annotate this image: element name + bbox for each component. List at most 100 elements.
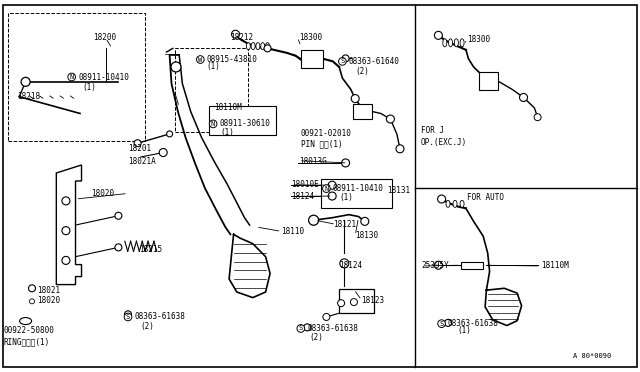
Text: 18021A: 18021A	[128, 157, 156, 166]
Ellipse shape	[443, 39, 447, 47]
Text: N: N	[324, 186, 328, 192]
Circle shape	[435, 261, 442, 269]
Circle shape	[115, 212, 122, 219]
Bar	[479, 72, 498, 90]
Ellipse shape	[20, 318, 31, 324]
Text: S: S	[126, 314, 130, 320]
Bar	[339, 289, 374, 313]
Ellipse shape	[460, 39, 464, 47]
Circle shape	[159, 148, 167, 157]
Circle shape	[264, 45, 271, 52]
Bar	[175, 48, 248, 132]
Circle shape	[438, 195, 445, 203]
Circle shape	[29, 285, 35, 292]
Text: 08911-10410: 08911-10410	[78, 73, 129, 81]
Ellipse shape	[446, 201, 450, 207]
Bar	[8, 13, 145, 141]
Ellipse shape	[260, 43, 265, 49]
Text: 18212: 18212	[230, 33, 253, 42]
Text: 18300: 18300	[467, 35, 490, 44]
Circle shape	[342, 55, 349, 62]
Text: 08911-30610: 08911-30610	[220, 119, 270, 128]
Circle shape	[29, 299, 35, 304]
Text: RINGリング(1): RINGリング(1)	[3, 338, 49, 347]
Text: 18130: 18130	[355, 231, 378, 240]
Text: 08363-61638: 08363-61638	[134, 312, 185, 321]
Text: PIN ピン(1): PIN ピン(1)	[301, 140, 342, 149]
Text: 08363-61638: 08363-61638	[448, 319, 499, 328]
Circle shape	[534, 114, 541, 121]
Circle shape	[21, 77, 30, 86]
Ellipse shape	[266, 43, 269, 49]
Text: FOR AUTO: FOR AUTO	[467, 193, 504, 202]
Text: 08911-10410: 08911-10410	[333, 184, 383, 193]
Text: 00921-02010: 00921-02010	[301, 129, 351, 138]
Circle shape	[328, 192, 336, 200]
Text: 18218: 18218	[17, 92, 40, 101]
Circle shape	[134, 140, 141, 147]
Text: (1): (1)	[207, 62, 221, 71]
Circle shape	[62, 227, 70, 235]
Bar	[301, 50, 323, 68]
Text: (2): (2)	[141, 322, 155, 331]
Text: 18110: 18110	[282, 227, 305, 236]
Circle shape	[62, 197, 70, 205]
Text: (1): (1)	[458, 326, 472, 335]
Circle shape	[166, 131, 173, 137]
Text: W: W	[198, 57, 202, 62]
Bar	[461, 262, 483, 269]
Bar	[321, 179, 392, 208]
Circle shape	[338, 300, 344, 307]
Text: FOR J: FOR J	[421, 126, 444, 135]
Circle shape	[342, 159, 349, 167]
Text: 18020: 18020	[37, 296, 60, 305]
Text: 18215: 18215	[140, 245, 163, 254]
Ellipse shape	[460, 201, 464, 207]
Text: 00922-50800: 00922-50800	[3, 326, 54, 335]
Text: 18131: 18131	[387, 186, 410, 195]
Circle shape	[62, 256, 70, 264]
Circle shape	[520, 93, 527, 102]
Text: 18124: 18124	[291, 192, 314, 201]
Text: 18121: 18121	[333, 220, 356, 229]
Circle shape	[308, 215, 319, 225]
Circle shape	[387, 115, 394, 123]
Circle shape	[232, 30, 239, 38]
Text: 18200: 18200	[93, 33, 116, 42]
Text: 08363-61640: 08363-61640	[349, 57, 399, 66]
Bar	[209, 106, 276, 135]
Circle shape	[323, 314, 330, 320]
Text: 08915-43810: 08915-43810	[207, 55, 257, 64]
Circle shape	[115, 244, 122, 251]
Text: 18300: 18300	[300, 33, 323, 42]
Circle shape	[351, 299, 357, 305]
Text: (1): (1)	[339, 193, 353, 202]
Ellipse shape	[449, 39, 452, 47]
Ellipse shape	[256, 43, 260, 49]
Ellipse shape	[453, 201, 457, 207]
Ellipse shape	[454, 39, 458, 47]
Ellipse shape	[251, 43, 255, 49]
Text: S: S	[440, 321, 444, 327]
Text: 08363-61638: 08363-61638	[307, 324, 358, 333]
Circle shape	[125, 311, 131, 318]
Circle shape	[304, 324, 310, 331]
Text: (1): (1)	[82, 83, 96, 92]
Text: 18021: 18021	[37, 286, 60, 295]
Text: 18123: 18123	[362, 296, 385, 305]
Text: (2): (2)	[309, 333, 323, 342]
Text: 18013G: 18013G	[299, 157, 326, 166]
Text: OP.(EXC.J): OP.(EXC.J)	[421, 138, 467, 147]
Text: 18110M: 18110M	[214, 103, 242, 112]
Circle shape	[445, 320, 451, 326]
Circle shape	[340, 259, 349, 268]
Circle shape	[435, 31, 442, 39]
Circle shape	[351, 94, 359, 103]
Circle shape	[328, 181, 336, 189]
Text: A 80*0090: A 80*0090	[573, 353, 611, 359]
Circle shape	[361, 217, 369, 225]
Text: 18110M: 18110M	[541, 262, 568, 270]
Text: 18020: 18020	[91, 189, 114, 198]
Text: 18201: 18201	[128, 144, 151, 153]
Text: 18010E: 18010E	[291, 180, 319, 189]
